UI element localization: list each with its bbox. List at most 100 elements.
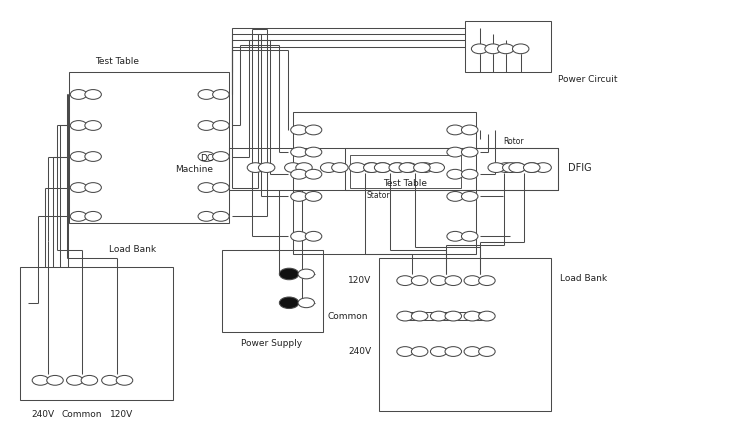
Circle shape — [298, 298, 314, 308]
Circle shape — [445, 276, 461, 285]
Circle shape — [389, 163, 406, 173]
Circle shape — [461, 125, 478, 135]
Text: Load Bank: Load Bank — [109, 245, 156, 254]
Circle shape — [363, 163, 380, 173]
Circle shape — [291, 125, 308, 135]
Circle shape — [81, 376, 98, 385]
Circle shape — [364, 163, 380, 173]
Circle shape — [397, 276, 413, 285]
Circle shape — [397, 347, 413, 356]
Bar — [465, 21, 550, 72]
Circle shape — [524, 163, 540, 173]
Circle shape — [512, 44, 529, 54]
Circle shape — [414, 163, 430, 173]
Circle shape — [524, 163, 540, 173]
Text: Test Table: Test Table — [383, 178, 427, 188]
Circle shape — [305, 125, 322, 135]
Bar — [292, 112, 476, 254]
Bar — [20, 267, 173, 401]
Text: Power Circuit: Power Circuit — [558, 74, 617, 83]
Circle shape — [85, 120, 101, 130]
Bar — [345, 148, 558, 190]
Circle shape — [430, 311, 447, 321]
Circle shape — [198, 90, 214, 99]
Circle shape — [389, 163, 406, 173]
Circle shape — [85, 211, 101, 221]
Circle shape — [70, 90, 87, 99]
Circle shape — [497, 44, 514, 54]
Text: 240V: 240V — [348, 347, 371, 356]
Circle shape — [430, 347, 447, 356]
Bar — [350, 155, 461, 188]
Circle shape — [503, 163, 519, 173]
Circle shape — [198, 183, 214, 192]
Circle shape — [478, 276, 495, 285]
Text: Load Bank: Load Bank — [560, 274, 607, 283]
Circle shape — [464, 347, 481, 356]
Circle shape — [70, 183, 87, 192]
Circle shape — [461, 191, 478, 201]
Circle shape — [509, 163, 525, 173]
Circle shape — [102, 376, 118, 385]
Circle shape — [213, 152, 230, 161]
Circle shape — [305, 147, 322, 157]
Bar — [222, 250, 322, 331]
Text: 240V: 240V — [31, 410, 54, 419]
Circle shape — [412, 347, 428, 356]
Circle shape — [447, 169, 464, 179]
Circle shape — [509, 163, 526, 173]
Circle shape — [472, 44, 488, 54]
Circle shape — [291, 169, 308, 179]
Circle shape — [305, 191, 322, 201]
Circle shape — [198, 211, 214, 221]
Bar — [230, 148, 558, 190]
Text: Rotor: Rotor — [503, 137, 524, 146]
Circle shape — [291, 147, 308, 157]
Circle shape — [67, 376, 83, 385]
Circle shape — [349, 163, 365, 173]
Circle shape — [279, 297, 298, 309]
Circle shape — [445, 311, 461, 321]
Circle shape — [305, 169, 322, 179]
Circle shape — [374, 163, 391, 173]
Circle shape — [464, 311, 481, 321]
Circle shape — [445, 347, 461, 356]
Circle shape — [461, 231, 478, 241]
Circle shape — [296, 163, 312, 173]
Circle shape — [70, 211, 87, 221]
Circle shape — [32, 376, 49, 385]
Circle shape — [484, 44, 501, 54]
Circle shape — [447, 231, 464, 241]
Text: Common: Common — [62, 410, 102, 419]
Circle shape — [488, 163, 505, 173]
Text: DFIG: DFIG — [568, 163, 592, 173]
Circle shape — [412, 311, 428, 321]
Bar — [379, 259, 550, 411]
Circle shape — [213, 211, 230, 221]
Circle shape — [478, 311, 495, 321]
Circle shape — [213, 120, 230, 130]
Circle shape — [46, 376, 63, 385]
Text: Common: Common — [327, 312, 368, 321]
Circle shape — [70, 152, 87, 161]
Circle shape — [85, 183, 101, 192]
Circle shape — [291, 191, 308, 201]
Circle shape — [332, 163, 348, 173]
Circle shape — [399, 163, 416, 173]
Circle shape — [70, 120, 87, 130]
Circle shape — [412, 276, 428, 285]
Circle shape — [213, 90, 230, 99]
Circle shape — [417, 163, 434, 173]
Circle shape — [464, 276, 481, 285]
Circle shape — [85, 90, 101, 99]
Circle shape — [305, 231, 322, 241]
Circle shape — [430, 276, 447, 285]
Circle shape — [198, 120, 214, 130]
Circle shape — [447, 125, 464, 135]
Circle shape — [298, 269, 314, 279]
Circle shape — [85, 152, 101, 161]
Circle shape — [447, 191, 464, 201]
Circle shape — [400, 163, 417, 173]
Circle shape — [320, 163, 337, 173]
Circle shape — [259, 163, 274, 173]
